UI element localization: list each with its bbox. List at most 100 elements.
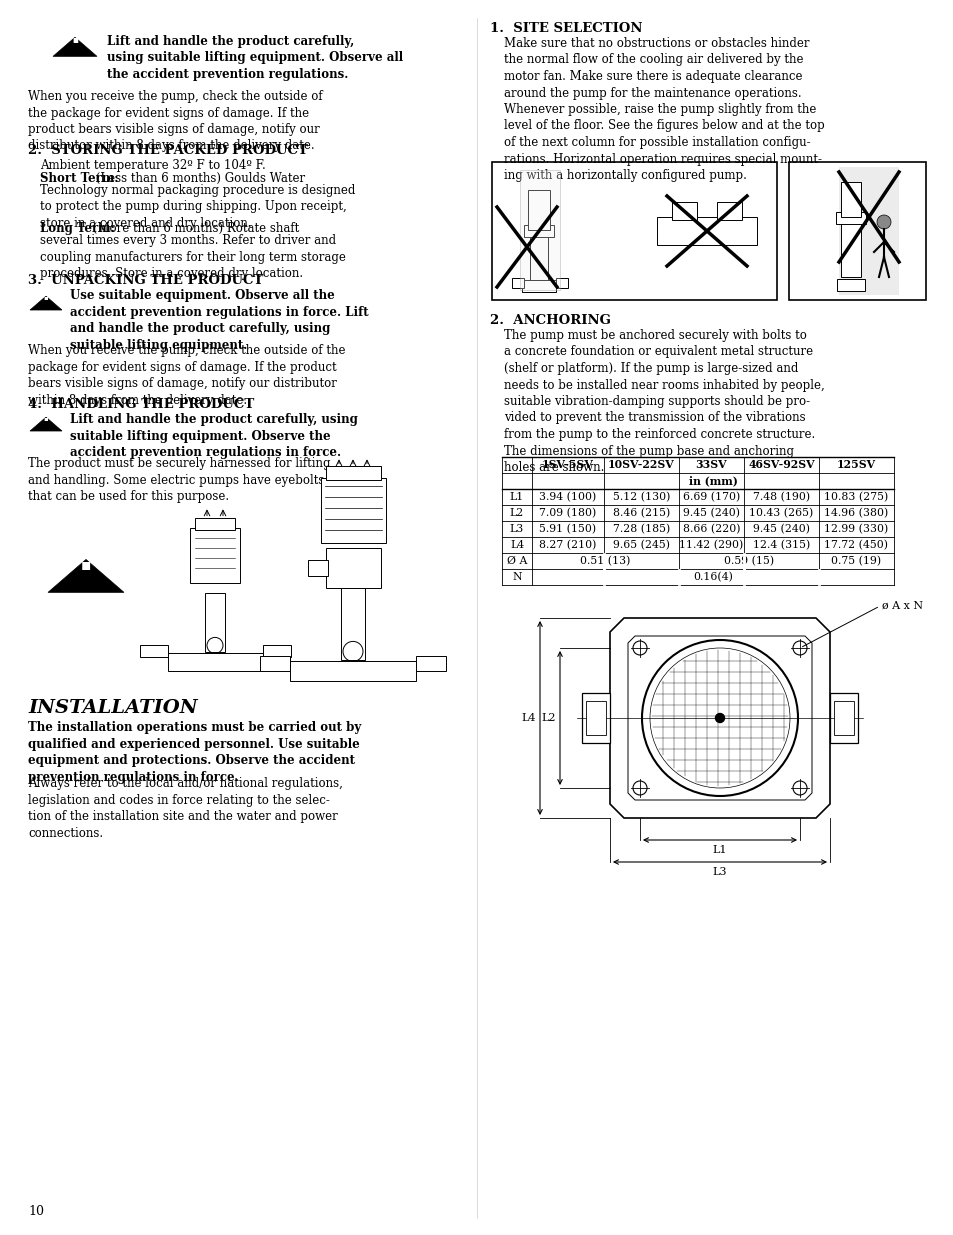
Text: 9.45 (240): 9.45 (240) bbox=[682, 508, 740, 519]
Text: L4: L4 bbox=[521, 713, 536, 722]
Text: L2: L2 bbox=[541, 713, 556, 722]
Text: 17.72 (450): 17.72 (450) bbox=[823, 540, 887, 550]
Text: !: ! bbox=[42, 285, 51, 304]
Text: 8.66 (220): 8.66 (220) bbox=[682, 524, 740, 535]
Text: The product must be securely harnessed for lifting
and handling. Some electric p: The product must be securely harnessed f… bbox=[28, 457, 330, 504]
Text: 46SV-92SV: 46SV-92SV bbox=[747, 459, 814, 471]
Bar bbox=[326, 467, 380, 480]
Text: 125SV: 125SV bbox=[836, 459, 875, 471]
Bar bbox=[671, 203, 697, 220]
Polygon shape bbox=[30, 417, 62, 431]
Text: !: ! bbox=[69, 22, 81, 48]
Text: When you receive the pump, check the outside of
the package for evident signs of: When you receive the pump, check the out… bbox=[28, 90, 322, 152]
Bar bbox=[556, 278, 567, 288]
Text: 9.45 (240): 9.45 (240) bbox=[752, 524, 809, 535]
Bar bbox=[263, 646, 291, 657]
Text: The installation operations must be carried out by
qualified and experienced per: The installation operations must be carr… bbox=[28, 721, 361, 784]
Text: several times every 3 months. Refer to driver and
coupling manufacturers for the: several times every 3 months. Refer to d… bbox=[40, 233, 346, 280]
Text: 12.99 (330): 12.99 (330) bbox=[823, 524, 887, 535]
Text: Long Term:: Long Term: bbox=[40, 222, 115, 235]
Bar bbox=[841, 217, 861, 277]
Bar bbox=[512, 278, 523, 288]
Bar bbox=[788, 162, 925, 300]
Bar bbox=[833, 701, 853, 735]
Text: 10.43 (265): 10.43 (265) bbox=[749, 508, 813, 519]
Bar bbox=[657, 217, 757, 245]
Bar bbox=[168, 653, 263, 672]
Text: 1.  SITE SELECTION: 1. SITE SELECTION bbox=[490, 22, 641, 35]
Text: Make sure that no obstructions or obstacles hinder
the normal flow of the coolin: Make sure that no obstructions or obstac… bbox=[503, 37, 824, 182]
Bar bbox=[527, 190, 550, 230]
Text: L3: L3 bbox=[509, 524, 523, 534]
Text: in (mm): in (mm) bbox=[688, 475, 737, 487]
Bar bbox=[416, 656, 446, 672]
Text: Lift and handle the product carefully, using
suitable lifting equipment. Observe: Lift and handle the product carefully, u… bbox=[70, 414, 357, 459]
Text: (More than 6 months) Rotate shaft: (More than 6 months) Rotate shaft bbox=[89, 222, 299, 235]
Text: 3.  UNPACKING THE PRODUCT: 3. UNPACKING THE PRODUCT bbox=[28, 274, 263, 288]
Text: 6.69 (170): 6.69 (170) bbox=[682, 492, 740, 503]
Polygon shape bbox=[609, 618, 829, 818]
Polygon shape bbox=[30, 296, 62, 310]
Text: Ambient temperature 32º F to 104º F.: Ambient temperature 32º F to 104º F. bbox=[40, 159, 266, 172]
Bar bbox=[190, 529, 240, 583]
Bar bbox=[308, 561, 328, 577]
Text: 0.16(4): 0.16(4) bbox=[692, 572, 732, 582]
Bar bbox=[829, 693, 857, 743]
Text: 0.59 (15): 0.59 (15) bbox=[723, 556, 773, 566]
Text: Technology normal packaging procedure is designed
to protect the pump during shi: Technology normal packaging procedure is… bbox=[40, 184, 355, 230]
Text: ø A x N: ø A x N bbox=[882, 601, 923, 611]
Bar bbox=[521, 280, 556, 291]
Circle shape bbox=[715, 714, 723, 722]
Text: 8.27 (210): 8.27 (210) bbox=[538, 540, 596, 550]
Text: 0.75 (19): 0.75 (19) bbox=[831, 556, 881, 566]
Text: 0.51 (13): 0.51 (13) bbox=[579, 556, 630, 566]
Text: 2.  STORING THE PACKED PRODUCT: 2. STORING THE PACKED PRODUCT bbox=[28, 144, 308, 157]
Text: !: ! bbox=[42, 406, 51, 425]
Bar bbox=[836, 279, 864, 291]
Text: (Less than 6 months) Goulds Water: (Less than 6 months) Goulds Water bbox=[91, 172, 305, 185]
Bar bbox=[205, 593, 225, 652]
Text: Short Term:: Short Term: bbox=[40, 172, 118, 185]
Bar bbox=[260, 656, 290, 672]
Text: 3.94 (100): 3.94 (100) bbox=[538, 492, 596, 503]
Text: L2: L2 bbox=[509, 508, 523, 517]
Bar bbox=[835, 212, 865, 224]
Bar bbox=[140, 646, 168, 657]
Text: 10SV-22SV: 10SV-22SV bbox=[607, 459, 674, 471]
Text: 2.  ANCHORING: 2. ANCHORING bbox=[490, 314, 610, 327]
Text: 10.83 (275): 10.83 (275) bbox=[823, 492, 887, 503]
Text: Ø A: Ø A bbox=[506, 556, 527, 566]
Bar bbox=[320, 478, 386, 543]
Text: L1: L1 bbox=[712, 845, 726, 855]
Text: 4.  HANDLING THE PRODUCT: 4. HANDLING THE PRODUCT bbox=[28, 399, 254, 411]
Text: Lift and handle the product carefully,
using suitable lifting equipment. Observe: Lift and handle the product carefully, u… bbox=[107, 35, 403, 82]
Text: 5.91 (150): 5.91 (150) bbox=[538, 524, 596, 535]
Text: Always refer to the local and/or national regulations,
legislation and codes in : Always refer to the local and/or nationa… bbox=[28, 777, 342, 840]
Bar bbox=[530, 230, 547, 280]
Text: The pump must be anchored securely with bolts to
a concrete foundation or equiva: The pump must be anchored securely with … bbox=[503, 329, 824, 474]
Bar bbox=[838, 167, 898, 295]
Bar bbox=[290, 662, 416, 682]
Polygon shape bbox=[48, 559, 124, 593]
Bar bbox=[841, 182, 861, 217]
Bar bbox=[340, 583, 365, 661]
Text: L4: L4 bbox=[510, 540, 523, 550]
Bar bbox=[326, 548, 380, 588]
Text: Use suitable equipment. Observe all the
accident prevention regulations in force: Use suitable equipment. Observe all the … bbox=[70, 289, 368, 352]
Text: N: N bbox=[512, 572, 521, 582]
Text: 1SV-5SV: 1SV-5SV bbox=[541, 459, 594, 471]
Bar bbox=[717, 203, 741, 220]
Text: !: ! bbox=[75, 536, 96, 579]
Text: 33SV: 33SV bbox=[695, 459, 726, 471]
Text: 14.96 (380): 14.96 (380) bbox=[823, 508, 887, 519]
Text: 7.09 (180): 7.09 (180) bbox=[538, 508, 596, 519]
Text: INSTALLATION: INSTALLATION bbox=[28, 699, 197, 718]
Text: L1: L1 bbox=[509, 492, 523, 501]
Text: 7.48 (190): 7.48 (190) bbox=[752, 492, 809, 503]
Polygon shape bbox=[53, 37, 97, 57]
Text: 8.46 (215): 8.46 (215) bbox=[612, 508, 669, 519]
Bar bbox=[519, 170, 559, 290]
Bar bbox=[492, 162, 776, 300]
Bar bbox=[581, 693, 609, 743]
Circle shape bbox=[876, 215, 890, 228]
